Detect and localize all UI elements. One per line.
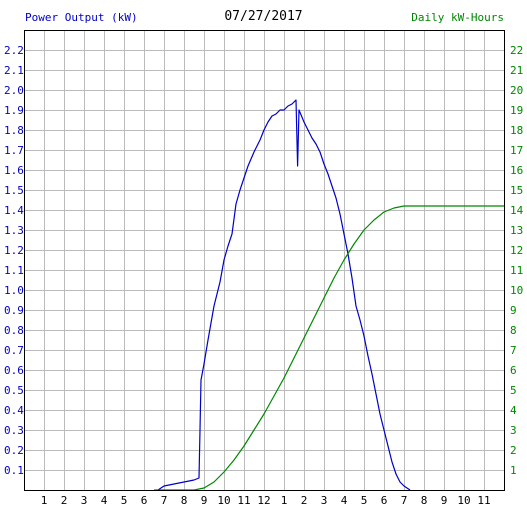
left-y-tick-label: 0.4 [4,404,24,417]
left-y-tick-label: 1.1 [4,264,24,277]
plot-frame [24,30,505,491]
x-tick-label: 2 [61,494,68,507]
x-tick-label: 10 [217,494,230,507]
x-tick-label: 5 [361,494,368,507]
right-y-tick-label: 3 [510,424,517,437]
x-tick-label: 3 [321,494,328,507]
left-axis-ticks: 0.1 0.2 0.3 0.4 0.5 0.6 0.7 0.8 0.9 1.0 1.1 1.2 1.3 1… [4,44,24,477]
left-y-tick-label: 2.0 [4,84,24,97]
x-tick-label: 6 [141,494,148,507]
left-y-tick-label: 0.7 [4,344,24,357]
x-tick-label: 4 [101,494,108,507]
left-y-tick-label: 0.2 [4,444,24,457]
right-y-tick-label: 5 [510,384,517,397]
left-y-tick-label: 1.5 [4,184,24,197]
x-tick-label: 1 [41,494,48,507]
x-tick-label: 7 [161,494,168,507]
x-axis-ticks: 1 2 3 4 5 6 7 8 9 10 11 12 1 2 3 4 5 6 7 8 9 10 11 [41,494,491,507]
right-y-tick-label: 19 [510,104,523,117]
left-y-tick-label: 2.2 [4,44,24,57]
x-tick-label: 9 [441,494,448,507]
x-tick-label: 5 [121,494,128,507]
x-tick-label: 8 [181,494,188,507]
left-y-tick-label: 1.3 [4,224,24,237]
right-y-tick-label: 15 [510,184,523,197]
left-y-tick-label: 0.3 [4,424,24,437]
right-y-tick-label: 20 [510,84,523,97]
x-tick-label: 1 [281,494,288,507]
right-y-tick-label: 6 [510,364,517,377]
left-y-tick-label: 0.1 [4,464,24,477]
left-y-tick-label: 1.6 [4,164,24,177]
left-y-tick-label: 1.0 [4,284,24,297]
left-y-tick-label: 0.6 [4,364,24,377]
left-y-tick-label: 0.5 [4,384,24,397]
right-y-tick-label: 14 [510,204,524,217]
left-axis-title: Power Output (kW) [25,11,138,24]
x-tick-label: 2 [301,494,308,507]
x-tick-label: 11 [237,494,250,507]
series-line-daily-kwh [154,205,504,491]
right-y-tick-label: 8 [510,324,517,337]
left-y-tick-label: 1.8 [4,124,24,137]
right-y-tick-label: 21 [510,64,523,77]
right-y-tick-label: 17 [510,144,523,157]
right-y-tick-label: 9 [510,304,517,317]
x-tick-label: 10 [457,494,470,507]
right-y-tick-label: 16 [510,164,523,177]
series-layer [154,99,504,491]
left-y-tick-label: 0.9 [4,304,24,317]
x-tick-label: 3 [81,494,88,507]
right-y-tick-label: 11 [510,264,523,277]
right-y-tick-label: 22 [510,44,523,57]
left-y-tick-label: 2.1 [4,64,24,77]
x-tick-label: 6 [381,494,388,507]
x-tick-label: 4 [341,494,348,507]
series-line-power-output [157,99,411,491]
x-tick-label: 7 [401,494,408,507]
left-y-tick-label: 1.9 [4,104,24,117]
right-axis-title: Daily kW-Hours [411,11,504,24]
right-y-tick-label: 4 [510,404,517,417]
x-tick-label: 8 [421,494,428,507]
left-y-tick-label: 1.4 [4,204,24,217]
chart-date-title: 07/27/2017 [224,9,303,24]
left-y-tick-label: 1.7 [4,144,24,157]
right-y-tick-label: 18 [510,124,523,137]
right-y-tick-label: 10 [510,284,523,297]
right-y-tick-label: 13 [510,224,523,237]
x-tick-label: 9 [201,494,208,507]
right-y-tick-label: 1 [510,464,517,477]
left-y-tick-label: 1.2 [4,244,24,257]
right-y-tick-label: 2 [510,444,517,457]
right-y-tick-label: 12 [510,244,523,257]
left-y-tick-label: 0.8 [4,324,24,337]
x-tick-label: 12 [257,494,270,507]
grid-lines [24,30,504,490]
right-y-tick-label: 7 [510,344,517,357]
x-tick-label: 11 [477,494,490,507]
